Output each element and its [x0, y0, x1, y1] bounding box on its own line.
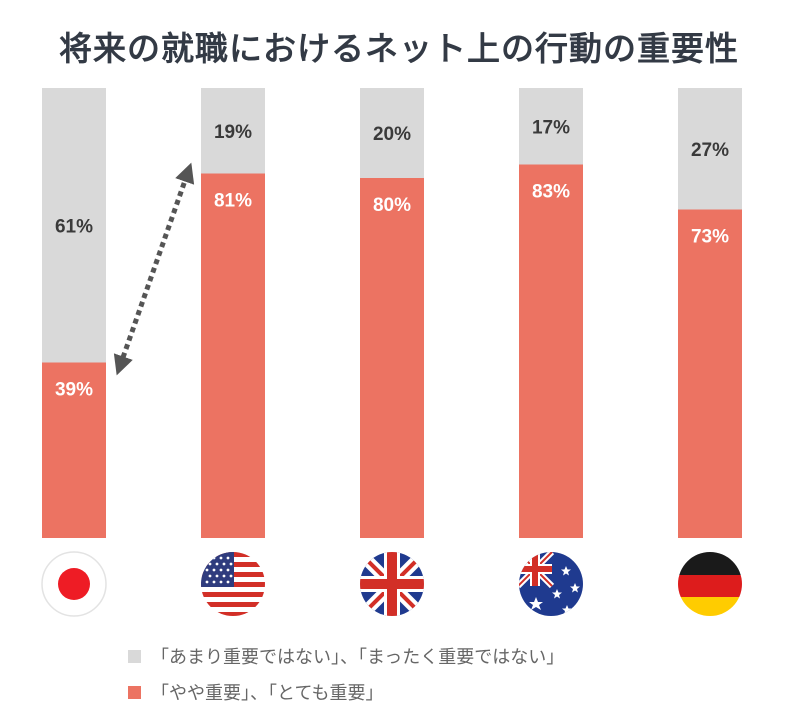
bar-important-0 [42, 362, 106, 538]
label-important-1: 81% [214, 191, 252, 212]
label-not-important-0: 61% [55, 216, 93, 237]
bar-not-important-2 [360, 88, 424, 178]
bar-not-important-1 [201, 88, 265, 174]
label-not-important-1: 19% [214, 122, 252, 143]
bar-not-important-4 [678, 88, 742, 210]
legend-item-not-important: 「あまり重要ではない」、「まったく重要ではない」 [128, 643, 564, 669]
us-flag-icon [201, 552, 265, 616]
label-not-important-3: 17% [532, 117, 570, 138]
label-not-important-2: 20% [373, 124, 411, 145]
label-not-important-4: 27% [691, 140, 729, 161]
uk-flag-icon [360, 552, 424, 616]
bars-layer [42, 88, 742, 538]
japan-flag-icon [41, 551, 107, 617]
comparison-arrow [113, 162, 195, 376]
label-important-2: 80% [373, 195, 411, 216]
label-important-4: 73% [691, 227, 729, 248]
chart-title: 将来の就職におけるネット上の行動の重要性 [59, 29, 739, 68]
labels-layer: 61% 39% 19% 81% 20% 80% 17% 83% 27% 73% [55, 117, 729, 400]
legend-swatch-gray [128, 649, 141, 663]
legend-swatch-red [128, 685, 141, 699]
legend-label: 「やや重要」、「とても重要」 [151, 683, 384, 704]
bar-important-3 [519, 164, 583, 538]
label-important-0: 39% [55, 380, 93, 401]
bar-important-1 [201, 173, 265, 538]
legend-item-important: 「やや重要」、「とても重要」 [128, 679, 384, 705]
australia-flag-icon [519, 552, 583, 616]
bar-important-4 [678, 209, 742, 538]
bar-not-important-0 [42, 88, 106, 363]
bar-not-important-3 [519, 88, 583, 165]
germany-flag-icon [678, 552, 742, 616]
label-important-3: 83% [532, 182, 570, 203]
bar-important-2 [360, 178, 424, 538]
legend-label: 「あまり重要ではない」、「まったく重要ではない」 [151, 647, 565, 668]
